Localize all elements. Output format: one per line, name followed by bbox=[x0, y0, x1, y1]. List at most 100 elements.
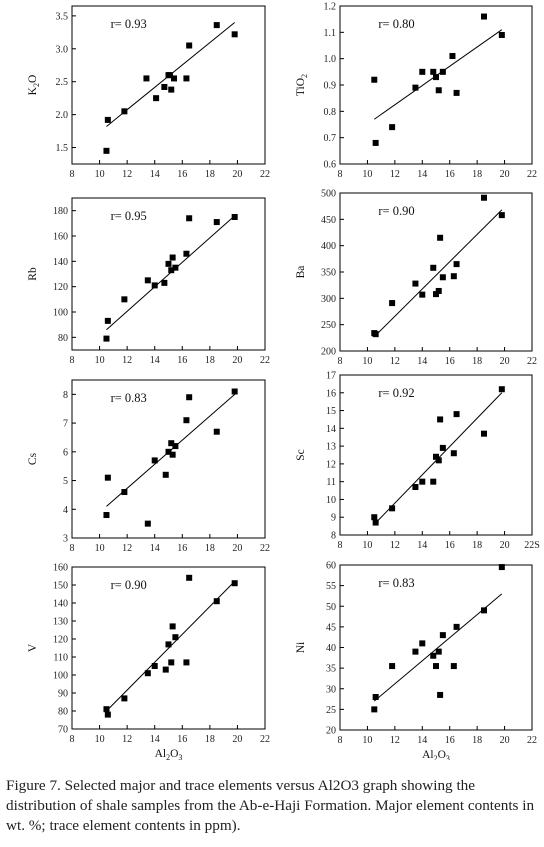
y-tick-label: 6 bbox=[63, 447, 68, 458]
x-tick-label: 18 bbox=[472, 169, 482, 180]
x-tick-label: 20 bbox=[232, 169, 242, 180]
x-tick-label: 20 bbox=[500, 356, 510, 367]
y-tick-label: 55 bbox=[326, 581, 336, 592]
y-tick-label: 250 bbox=[321, 320, 336, 331]
data-point bbox=[389, 663, 396, 670]
x-tick-label: 14 bbox=[417, 169, 427, 180]
y-tick-label: 9 bbox=[331, 513, 336, 524]
x-tick-label: 20 bbox=[500, 169, 510, 180]
plot-frame bbox=[339, 374, 533, 536]
data-point bbox=[144, 520, 151, 527]
x-axis-label: Al2O3 bbox=[155, 748, 183, 760]
data-point bbox=[104, 474, 111, 481]
x-tick-label: 20 bbox=[500, 540, 510, 551]
x-tick-label: 12 bbox=[390, 540, 400, 551]
data-point bbox=[121, 695, 128, 702]
data-point bbox=[439, 68, 446, 75]
data-point bbox=[372, 519, 379, 526]
y-tick-label: 30 bbox=[326, 684, 336, 695]
x-tick-label: 14 bbox=[150, 734, 160, 745]
data-point bbox=[151, 282, 158, 289]
y-tick-label: 45 bbox=[326, 622, 336, 633]
y-tick-label: 12 bbox=[326, 459, 336, 470]
x-tick-label: 18 bbox=[472, 356, 482, 367]
y-tick-label: 5 bbox=[63, 476, 68, 487]
data-point bbox=[144, 277, 151, 284]
y-tick-label: 1.1 bbox=[324, 28, 337, 39]
data-point bbox=[153, 95, 160, 102]
y-tick-label: 10 bbox=[326, 495, 336, 506]
data-point bbox=[151, 457, 158, 464]
y-tick-label: 25 bbox=[326, 705, 336, 716]
x-tick-label: 16 bbox=[177, 355, 187, 366]
x-tick-label: 20 bbox=[232, 543, 242, 554]
data-point bbox=[103, 147, 110, 154]
data-point bbox=[168, 440, 175, 447]
plot-frame bbox=[339, 5, 533, 165]
x-tick-label: 10 bbox=[362, 169, 372, 180]
y-tick-label: 2.5 bbox=[56, 77, 69, 88]
data-point bbox=[412, 484, 419, 490]
data-point bbox=[169, 451, 176, 458]
y-tick-label: 70 bbox=[58, 725, 68, 736]
y-tick-label: 180 bbox=[53, 206, 68, 217]
y-tick-label: 100 bbox=[53, 308, 68, 319]
x-tick-label: 12 bbox=[122, 169, 132, 180]
x-tick-label: 8 bbox=[338, 735, 343, 746]
x-tick-label: 8 bbox=[70, 169, 75, 180]
data-point bbox=[453, 89, 460, 96]
y-axis-label: Ni bbox=[295, 642, 307, 654]
x-tick-label: 16 bbox=[177, 734, 187, 745]
x-tick-label: 10 bbox=[362, 540, 372, 551]
y-tick-label: 0.9 bbox=[324, 81, 337, 92]
data-point bbox=[433, 74, 439, 81]
correlation-label: r= 0.90 bbox=[378, 204, 414, 218]
data-point bbox=[433, 453, 439, 460]
scatter-panel-7: 8 10 12 14 16 18 20 22 70 80 90 100 110 120 130 140 150 1… bbox=[27, 563, 270, 761]
y-tick-label: 400 bbox=[321, 241, 336, 252]
correlation-label: r= 0.83 bbox=[111, 391, 147, 405]
y-tick-label: 80 bbox=[58, 707, 68, 718]
y-tick-label: 150 bbox=[53, 581, 68, 592]
data-point bbox=[168, 86, 175, 93]
y-tick-label: 1.5 bbox=[56, 143, 69, 154]
correlation-label: r= 0.93 bbox=[111, 17, 147, 31]
x-tick-label: 14 bbox=[417, 356, 427, 367]
data-point bbox=[389, 505, 396, 512]
data-point bbox=[419, 68, 426, 75]
y-tick-label: 1.2 bbox=[324, 2, 337, 13]
y-tick-label: 0.7 bbox=[324, 133, 337, 144]
data-point bbox=[186, 42, 193, 49]
plot-frame bbox=[71, 5, 266, 165]
data-point bbox=[104, 317, 111, 324]
scatter-panel-8: 8 10 12 14 16 18 20 22 20 25 30 35 40 45 50 55 60 r= 0.83… bbox=[295, 561, 537, 761]
data-point bbox=[435, 457, 442, 464]
data-point bbox=[213, 22, 220, 29]
data-point bbox=[372, 331, 379, 338]
x-tick-label: 10 bbox=[362, 735, 372, 746]
data-point bbox=[161, 83, 168, 90]
data-point bbox=[168, 267, 175, 274]
data-point bbox=[439, 632, 446, 639]
data-point bbox=[104, 711, 111, 718]
data-point bbox=[172, 443, 179, 450]
data-point bbox=[498, 212, 505, 219]
y-tick-label: 140 bbox=[53, 257, 68, 268]
data-point bbox=[186, 394, 193, 401]
x-tick-label: 8 bbox=[338, 169, 343, 180]
data-point bbox=[453, 261, 460, 268]
trend-line bbox=[373, 209, 503, 338]
scatter-panel-2: 8 10 12 14 16 18 20 22 0.6 0.7 0.8 0.9 1.0 1.1 1.2 r= 0… bbox=[295, 2, 537, 181]
data-point bbox=[371, 706, 378, 713]
data-point bbox=[412, 84, 419, 91]
x-tick-label: 16 bbox=[445, 735, 455, 746]
data-point bbox=[171, 75, 178, 82]
data-point bbox=[389, 124, 396, 131]
data-point bbox=[103, 512, 110, 519]
data-point bbox=[231, 214, 238, 220]
data-point bbox=[231, 388, 238, 395]
data-point bbox=[371, 76, 378, 83]
data-point bbox=[481, 13, 487, 20]
y-tick-label: 8 bbox=[63, 390, 68, 401]
data-point bbox=[165, 260, 172, 267]
